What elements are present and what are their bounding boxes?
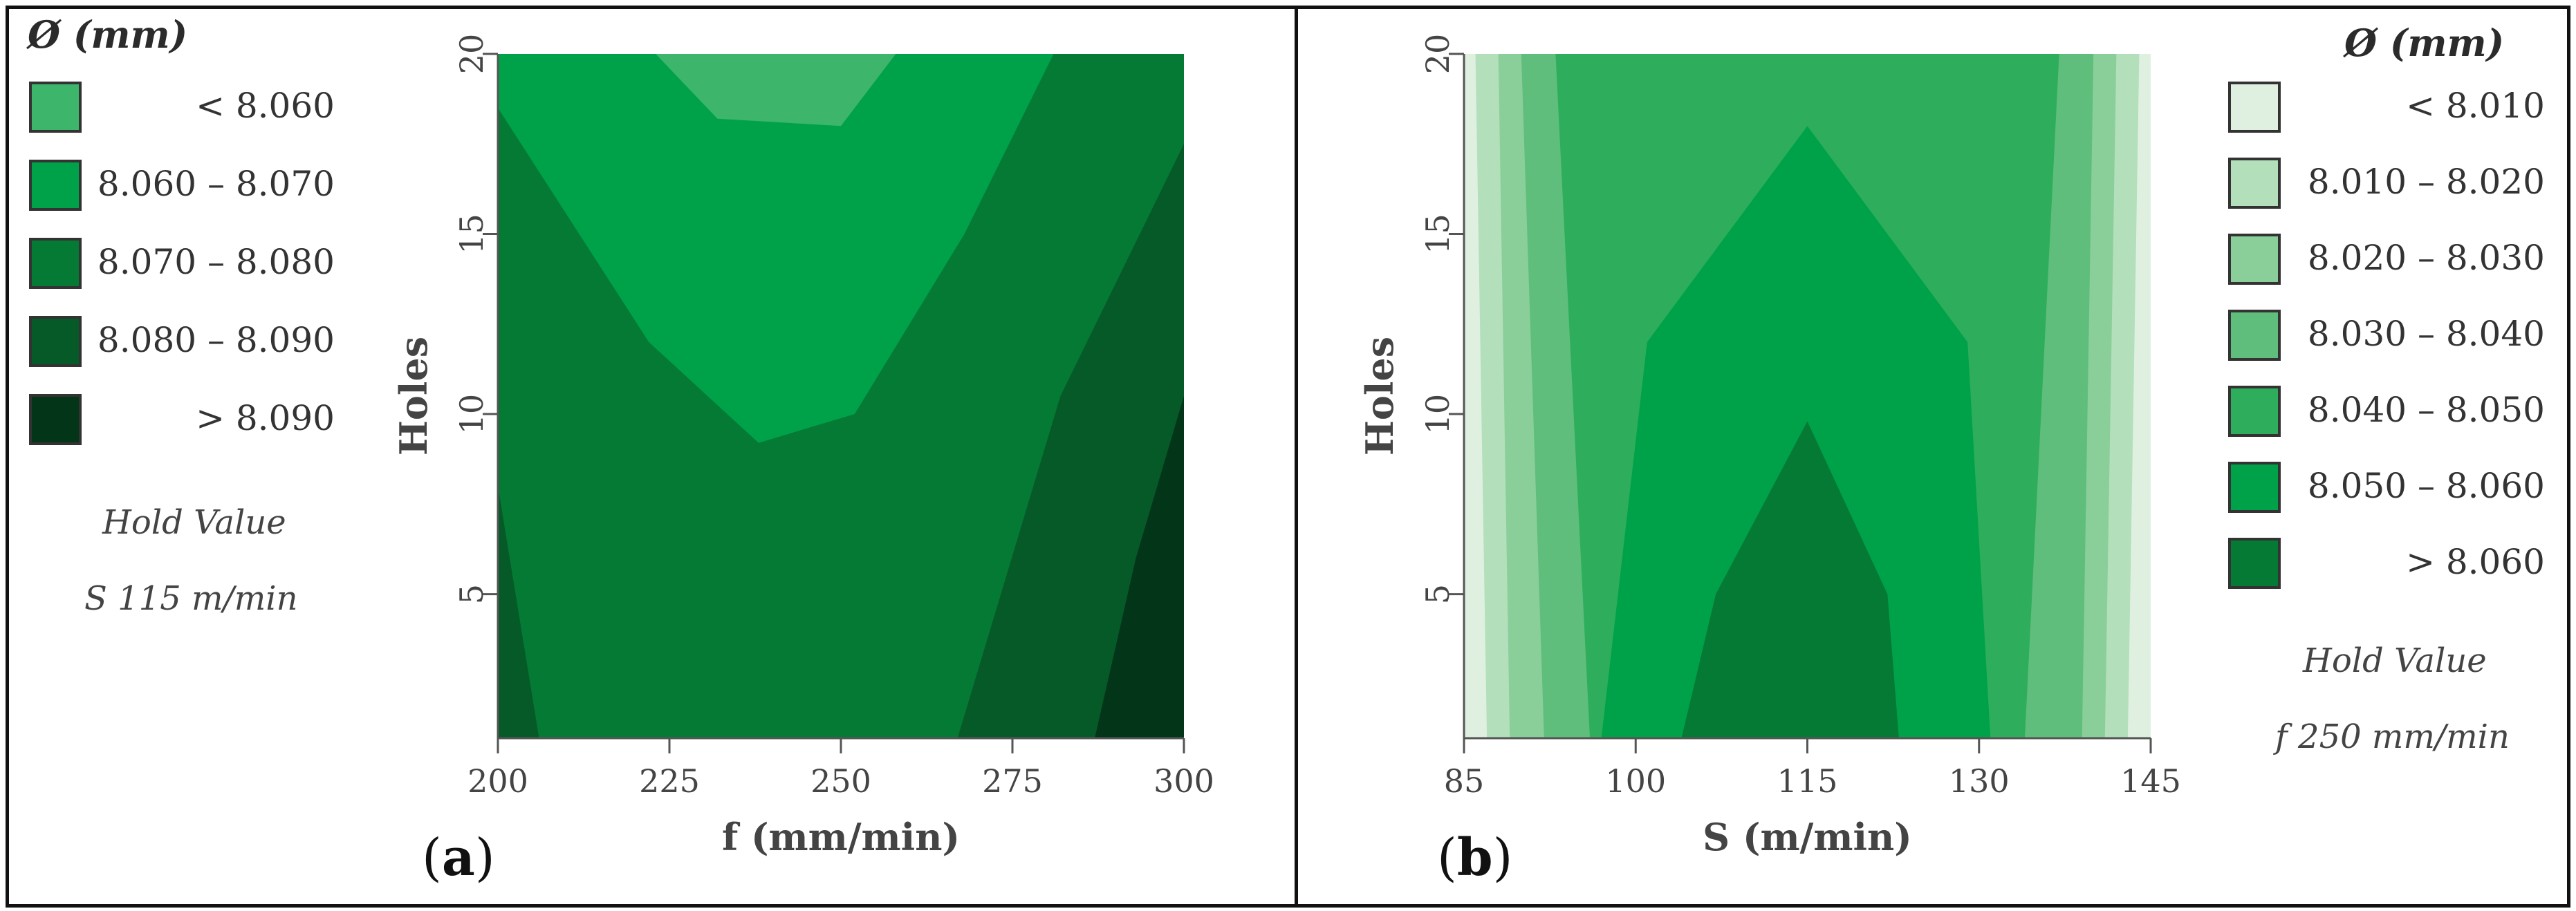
- chart-b-x-tick-label: 130: [1949, 762, 2010, 800]
- chart-b-y-tick-label: 20: [1419, 34, 1456, 75]
- legend-a-swatch: [29, 82, 82, 133]
- chart-a-x-tick-label: 275: [982, 762, 1043, 800]
- legend-b-label: 8.040 – 8.050: [2307, 390, 2545, 430]
- chart-a-contour-region: [656, 54, 896, 126]
- chart-b-y-tick-label: 10: [1419, 394, 1456, 435]
- contour-chart-b: 85 100 115 130 145 5 10 15 20 S (m/min) Holes: [1358, 34, 2181, 859]
- legend-b-swatch: [2228, 538, 2281, 589]
- contour-chart-a: 200 225 250 275 300 5 10 15 20 f (mm/min) Holes: [391, 34, 1214, 859]
- hold-b-value: f 250 mm/min: [2275, 717, 2510, 756]
- legend-a-label: > 8.090: [196, 398, 335, 438]
- chart-b-x-tick-label: 115: [1777, 762, 1838, 800]
- legend-a-swatch: [29, 316, 82, 367]
- legend-a-label: 8.060 – 8.070: [97, 164, 335, 204]
- legend-a-swatch: [29, 394, 82, 445]
- chart-a-y-axis-label: Holes: [391, 337, 436, 456]
- hold-b-title: Hold Value: [2303, 641, 2487, 680]
- chart-b-contour-region: [1681, 421, 1899, 738]
- chart-a-contour-region: [957, 144, 1184, 738]
- legend-a-swatch: [29, 160, 82, 211]
- legend-b-label: 8.030 – 8.040: [2307, 314, 2545, 354]
- panel-a-label: (a): [422, 828, 495, 887]
- chart-a-x-tick-label: 200: [467, 762, 528, 800]
- chart-b-x-axis-label: S (m/min): [1703, 815, 1912, 859]
- chart-a-y-tick-label: 5: [453, 584, 490, 604]
- hold-a-value: S 115 m/min: [84, 579, 298, 618]
- figure-frame: [6, 6, 2570, 908]
- chart-b-y-axis-label: Holes: [1358, 337, 1402, 456]
- chart-a-y-tick-label: 10: [453, 394, 490, 435]
- chart-b-y-tick-label: 5: [1419, 584, 1456, 604]
- hold-a-title: Hold Value: [102, 503, 286, 542]
- legend-b-swatch: [2228, 234, 2281, 285]
- legend-b-label: 8.020 – 8.030: [2307, 238, 2545, 278]
- chart-a-x-axis-label: f (mm/min): [722, 815, 960, 859]
- legend-b-swatch: [2228, 386, 2281, 437]
- chart-a-y-tick-label: 20: [453, 34, 490, 75]
- legend-a-label: 8.070 – 8.080: [97, 242, 335, 282]
- legend-b-label: < 8.010: [2406, 86, 2545, 126]
- chart-b-contour-region: [1601, 126, 1991, 739]
- chart-b-x-tick-label: 85: [1444, 762, 1485, 800]
- legend-a-label: < 8.060: [196, 86, 335, 126]
- chart-a-contour-region: [1095, 396, 1184, 738]
- chart-a-x-tick-label: 300: [1153, 762, 1214, 800]
- legend-b-title: Ø (mm): [2344, 21, 2505, 65]
- legend-a-label: 8.080 – 8.090: [97, 320, 335, 360]
- legend-a-title: Ø (mm): [28, 12, 188, 57]
- legend-b-label: 8.010 – 8.020: [2307, 162, 2545, 202]
- legend-b-label: 8.050 – 8.060: [2307, 466, 2545, 506]
- legend-b-swatch: [2228, 462, 2281, 513]
- legend-b-swatch: [2228, 310, 2281, 361]
- chart-a-contour-region: [498, 54, 1054, 443]
- chart-b-x-tick-label: 145: [2120, 762, 2181, 800]
- legend-b-label: > 8.060: [2406, 542, 2545, 582]
- chart-b-y-tick-label: 15: [1419, 214, 1456, 254]
- chart-a-x-tick-label: 250: [810, 762, 871, 800]
- chart-b-x-tick-label: 100: [1605, 762, 1666, 800]
- panel-b-label: (b): [1437, 828, 1513, 887]
- chart-a-x-tick-label: 225: [639, 762, 700, 800]
- legend-b-swatch: [2228, 82, 2281, 133]
- legend-b-swatch: [2228, 158, 2281, 209]
- chart-a-contour-region: [498, 486, 539, 738]
- legend-a-swatch: [29, 238, 82, 289]
- chart-a-y-tick-label: 15: [453, 214, 490, 254]
- panel-divider: [1295, 6, 1298, 904]
